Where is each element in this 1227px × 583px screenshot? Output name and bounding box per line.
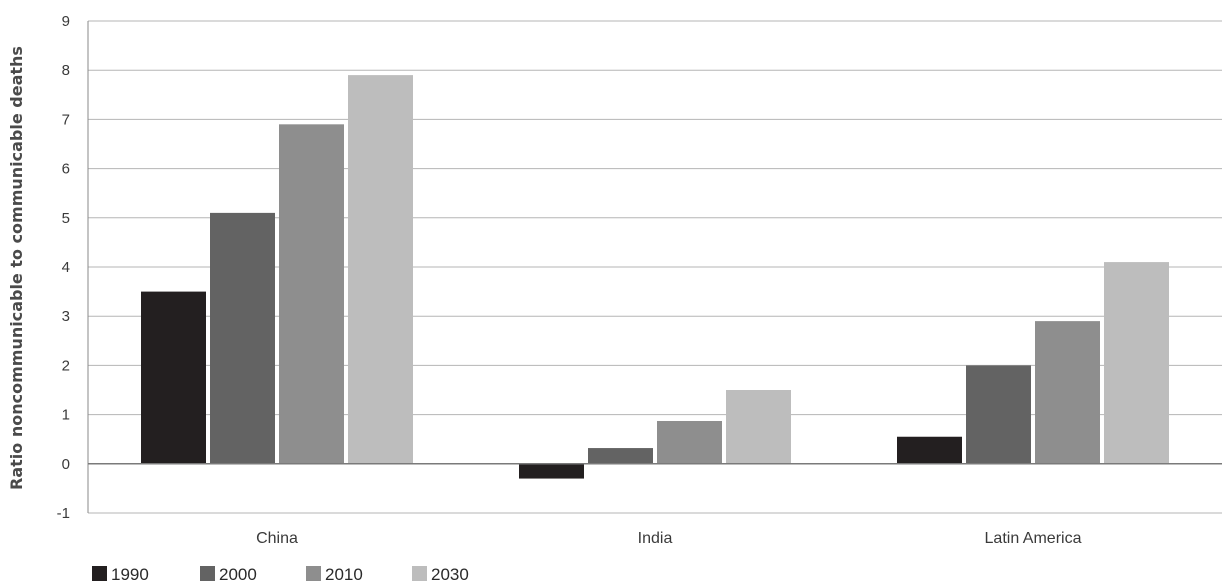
legend-label: 2000 — [219, 565, 257, 583]
y-axis-title: Ratio noncommunicable to communicable de… — [7, 46, 26, 490]
labels: -1 0 1 2 3 4 5 6 7 8 9 China India Latin America Ratio… — [7, 13, 1082, 547]
bar-latin-america-1990 — [897, 436, 962, 464]
legend-swatch — [92, 566, 107, 581]
legend-label: 2010 — [325, 565, 363, 583]
y-tick-label: 9 — [62, 13, 70, 30]
y-tick-label: 0 — [62, 456, 70, 473]
y-tick-label: -1 — [57, 505, 70, 522]
bar-china-1990 — [141, 291, 206, 464]
y-tick-label: 8 — [62, 62, 70, 79]
legend-swatch — [200, 566, 215, 581]
y-tick-label: 1 — [62, 407, 70, 424]
bar-india-1990 — [519, 463, 584, 479]
legend-item-1990: 1990 — [92, 565, 149, 583]
bars — [141, 75, 1169, 479]
bar-latin-america-2000 — [966, 365, 1031, 464]
y-tick-label: 5 — [62, 210, 70, 227]
legend-item-2000: 2000 — [200, 565, 257, 583]
y-tick-label: 4 — [62, 259, 70, 276]
y-tick-label: 3 — [62, 308, 70, 325]
bar-china-2000 — [210, 212, 275, 464]
x-category-label: Latin America — [985, 530, 1082, 547]
bar-latin-america-2010 — [1035, 321, 1100, 464]
x-category-label: India — [638, 530, 673, 547]
legend-label: 2030 — [431, 565, 469, 583]
legend: 1990 2000 2010 2030 — [92, 565, 469, 583]
bar-china-2010 — [279, 124, 344, 464]
legend-swatch — [412, 566, 427, 581]
bar-china-2030 — [348, 75, 413, 464]
legend-item-2030: 2030 — [412, 565, 469, 583]
legend-label: 1990 — [111, 565, 149, 583]
bar-india-2030 — [726, 390, 791, 464]
y-tick-label: 2 — [62, 357, 70, 374]
legend-swatch — [306, 566, 321, 581]
axes — [87, 21, 1222, 513]
bar-india-2010 — [657, 420, 722, 464]
y-tick-label: 6 — [62, 161, 70, 178]
y-tick-label: 7 — [62, 111, 70, 128]
legend-item-2010: 2010 — [306, 565, 363, 583]
bar-india-2000 — [588, 448, 653, 464]
bar-latin-america-2030 — [1104, 262, 1169, 464]
x-category-label: China — [256, 530, 298, 547]
